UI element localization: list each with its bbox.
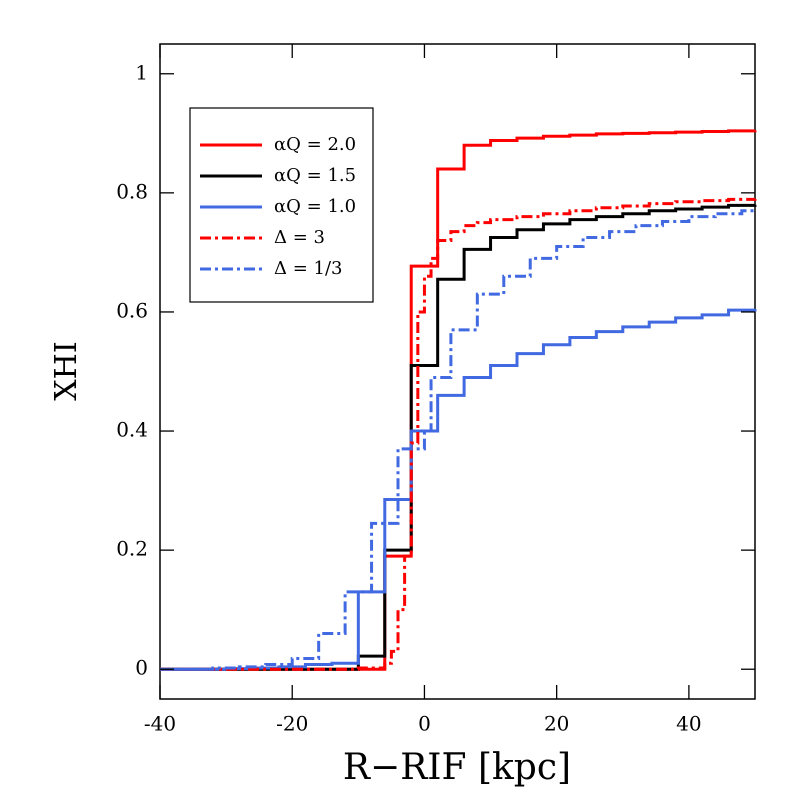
y-tick-label: 0 <box>135 656 148 680</box>
y-tick-label: 1 <box>135 60 148 84</box>
x-tick-label: 20 <box>544 712 569 736</box>
y-tick-label: 0.4 <box>116 418 148 442</box>
legend-label: αQ = 2.0 <box>274 134 356 155</box>
x-tick-label: -20 <box>276 712 308 736</box>
legend-label: Δ = 3 <box>274 227 325 248</box>
x-tick-label: 0 <box>418 712 431 736</box>
y-tick-label: 0.6 <box>116 298 148 322</box>
legend-label: αQ = 1.0 <box>274 196 356 217</box>
step-line <box>160 308 757 671</box>
x-tick-label: 40 <box>676 712 701 736</box>
x-tick-label: -40 <box>144 712 176 736</box>
x-axis-label: R−RIF [kpc] <box>343 747 571 788</box>
step-line <box>160 197 757 671</box>
y-tick-label: 0.8 <box>116 179 148 203</box>
step-line <box>160 209 757 671</box>
legend-label: αQ = 1.5 <box>274 165 356 186</box>
y-axis-label: XHI <box>49 341 84 400</box>
legend-box <box>189 107 374 303</box>
y-tick-label: 0.2 <box>116 537 148 561</box>
legend-label: Δ = 1/3 <box>274 258 343 279</box>
plot-frame <box>159 43 756 700</box>
